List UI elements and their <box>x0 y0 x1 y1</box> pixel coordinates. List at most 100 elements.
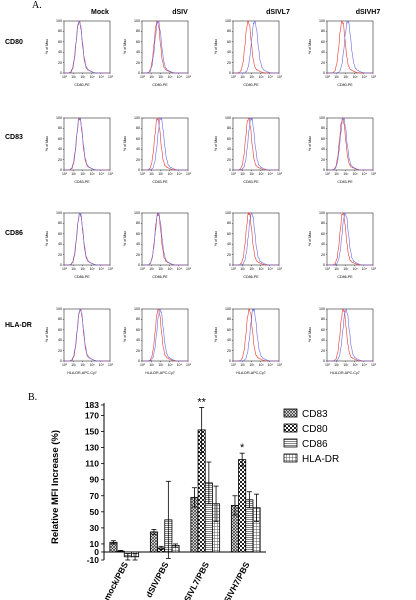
histogram-y-tick-label: 20 <box>136 252 140 257</box>
histogram-y-tick-label: 20 <box>58 60 62 65</box>
histogram-x-tick-label: 10³ <box>167 172 173 176</box>
histogram-y-tick-label: 40 <box>321 338 325 343</box>
histogram-y-tick-label: 0 <box>138 71 140 75</box>
y-tick-label: 0 <box>94 547 99 557</box>
bar-cd80 <box>238 459 247 553</box>
histogram-frame <box>326 20 374 74</box>
histogram-x-tick-label: 10⁵ <box>108 267 114 271</box>
histogram-xlabel: CD80-PE <box>74 83 90 87</box>
histogram-ylabel: % of Max <box>308 327 312 342</box>
histogram-control-curve <box>233 308 279 362</box>
histogram-ylabel: % of Max <box>45 39 49 54</box>
histogram-y-tick-label: 0 <box>138 359 140 363</box>
bar-chart-legend: CD83 CD80 CD86 HLA-DR <box>283 408 339 465</box>
histogram-y-tick-label: 40 <box>136 50 140 55</box>
histogram-x-tick-label: 10⁰ <box>140 267 146 271</box>
histogram-y-tick-label: 0 <box>323 168 325 172</box>
histogram-hla-dr-dsiv: % of Max 0 20 40 60 80 100 10⁰ 10¹ 10² 10³ 10⁴ 10⁵ HL… <box>123 304 191 380</box>
histogram-x-tick-label: 10² <box>249 363 255 367</box>
histogram-ylabel: % of Max <box>214 231 218 246</box>
column-header-dsiv: dSIV <box>172 9 188 16</box>
column-header-mock: Mock <box>91 9 109 16</box>
legend-swatch <box>283 423 298 433</box>
row-header-cd86: CD86 <box>5 230 23 237</box>
histogram-ylabel: % of Max <box>214 136 218 151</box>
histogram-xlabel: CD86-PE <box>337 275 353 279</box>
histogram-y-tick-label: 100 <box>319 307 325 311</box>
histogram-frame <box>232 117 280 171</box>
histogram-treated-curve <box>141 212 188 266</box>
histogram-x-tick-label: 10⁵ <box>277 267 283 271</box>
histogram-ylabel: % of Max <box>45 231 49 246</box>
histogram-xlabel: CD80-PE <box>337 83 353 87</box>
histogram-ylabel: % of Max <box>123 231 127 246</box>
histogram-x-tick-label: 10² <box>249 172 255 176</box>
histogram-y-tick-label: 80 <box>321 317 325 322</box>
histogram-x-tick-label: 10¹ <box>149 172 155 176</box>
histogram-y-tick-label: 60 <box>227 136 231 141</box>
histogram-y-tick-label: 40 <box>227 50 231 55</box>
histogram-control-curve <box>142 308 188 362</box>
histogram-y-tick-label: 80 <box>136 29 140 34</box>
histogram-y-tick-label: 0 <box>229 359 231 363</box>
y-tick-label: -10 <box>87 555 100 565</box>
histogram-ylabel: % of Max <box>123 39 127 54</box>
histogram-y-tick-label: 0 <box>323 263 325 267</box>
histogram-x-tick-label: 10⁴ <box>98 267 105 271</box>
histogram-x-tick-label: 10¹ <box>149 363 155 367</box>
histogram-x-tick-label: 10¹ <box>334 363 340 367</box>
histogram-x-tick-label: 10⁴ <box>176 363 183 367</box>
histogram-cd80-dsiv: % of Max 0 20 40 60 80 100 10⁰ 10¹ 10² 10³ 10⁴ 10⁵ CD… <box>123 16 191 92</box>
histogram-x-tick-label: 10⁵ <box>371 267 377 271</box>
histogram-y-tick-label: 0 <box>60 359 62 363</box>
column-header-dsivl7: dSIVL7 <box>266 9 290 16</box>
bar-cd83 <box>149 531 158 553</box>
histogram-y-tick-label: 20 <box>136 60 140 65</box>
histogram-frame <box>141 308 189 362</box>
histogram-x-tick-label: 10⁴ <box>176 172 183 176</box>
histogram-x-tick-label: 10² <box>343 172 349 176</box>
histogram-y-tick-label: 40 <box>321 50 325 55</box>
histogram-y-tick-label: 80 <box>227 317 231 322</box>
histogram-x-tick-label: 10³ <box>352 363 358 367</box>
histogram-y-tick-label: 100 <box>56 19 62 23</box>
histogram-x-tick-label: 10⁰ <box>325 75 331 79</box>
histogram-x-tick-label: 10⁴ <box>361 267 368 271</box>
histogram-x-tick-label: 10⁴ <box>361 363 368 367</box>
y-tick-label: 150 <box>85 427 99 437</box>
histogram-x-tick-label: 10³ <box>352 75 358 79</box>
histogram-y-tick-label: 80 <box>321 29 325 34</box>
histogram-x-tick-label: 10⁵ <box>108 363 114 367</box>
histogram-x-tick-label: 10⁵ <box>108 172 114 176</box>
histogram-x-tick-label: 10² <box>80 172 86 176</box>
histogram-y-tick-label: 40 <box>58 147 62 152</box>
histogram-x-tick-label: 10³ <box>258 75 264 79</box>
histogram-y-tick-label: 100 <box>56 116 62 120</box>
histogram-x-tick-label: 10² <box>158 363 164 367</box>
histogram-y-tick-label: 100 <box>134 116 140 120</box>
histogram-y-tick-label: 60 <box>58 327 62 332</box>
histogram-y-tick-label: 20 <box>227 252 231 257</box>
histogram-y-tick-label: 0 <box>229 263 231 267</box>
histogram-xlabel: HLA-DR-APC-Cy7 <box>330 371 360 375</box>
histogram-y-tick-label: 40 <box>227 147 231 152</box>
histogram-xlabel: CD86-PE <box>74 275 90 279</box>
histogram-ylabel: % of Max <box>45 136 49 151</box>
significance-marker: * <box>240 442 245 454</box>
histogram-x-tick-label: 10² <box>343 363 349 367</box>
histogram-x-tick-label: 10⁰ <box>62 75 68 79</box>
y-tick-label: 170 <box>85 410 99 420</box>
histogram-cd83-dsivh7: % of Max 0 20 40 60 80 100 10⁰ 10¹ 10² 10³ 10⁴ 10⁵ CD… <box>308 113 376 189</box>
category-label: dSIVH7/PBS <box>219 560 251 600</box>
panel-b-label: B. <box>28 392 38 403</box>
histogram-y-tick-label: 40 <box>58 338 62 343</box>
legend-swatch <box>283 453 298 463</box>
histogram-y-tick-label: 20 <box>58 348 62 353</box>
histogram-x-tick-label: 10⁰ <box>231 172 237 176</box>
histogram-x-tick-label: 10⁰ <box>231 75 237 79</box>
histogram-ylabel: % of Max <box>123 327 127 342</box>
histogram-x-tick-label: 10⁴ <box>176 267 183 271</box>
histogram-frame <box>326 308 374 362</box>
histogram-x-tick-label: 10² <box>249 267 255 271</box>
histogram-y-tick-label: 60 <box>321 327 325 332</box>
